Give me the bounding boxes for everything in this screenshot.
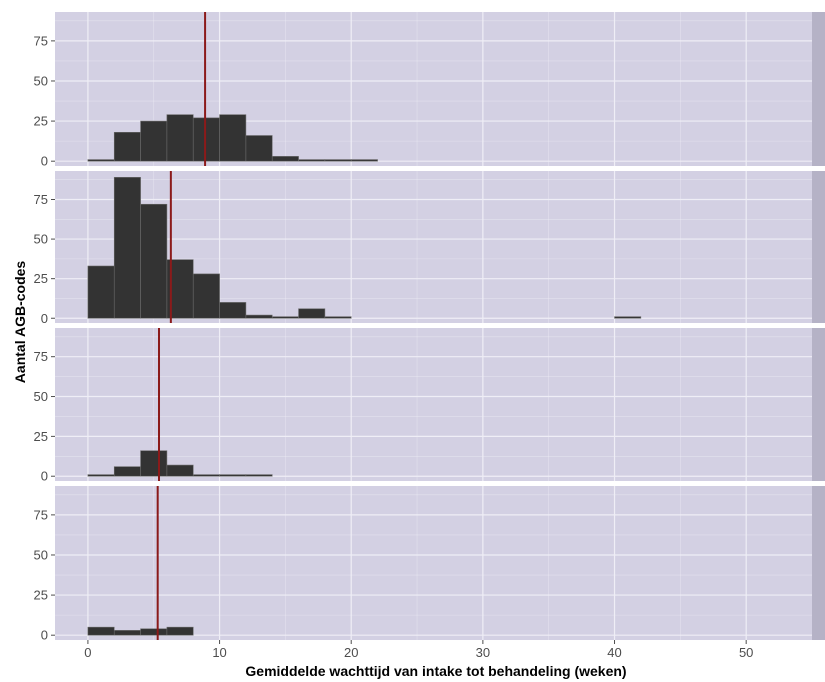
histogram-bar xyxy=(614,316,642,319)
y-tick-label: 25 xyxy=(34,114,48,129)
y-tick-label: 25 xyxy=(34,588,48,603)
y-tick-label: 0 xyxy=(41,469,48,484)
histogram-bar xyxy=(140,450,168,477)
x-tick-label: 0 xyxy=(84,645,91,660)
facet-panel-4: 0 25 50 75 xyxy=(34,486,825,643)
histogram-bar xyxy=(87,159,115,162)
panel-background xyxy=(55,328,812,481)
histogram-bar xyxy=(87,265,115,319)
histogram-bar xyxy=(113,132,141,162)
facet-strip xyxy=(812,171,825,323)
histogram-bar xyxy=(245,474,273,477)
histogram-bar xyxy=(245,314,273,319)
facet-panel-3: 0 25 50 75 xyxy=(34,328,825,484)
histogram-bar xyxy=(192,474,220,477)
y-tick-label: 25 xyxy=(34,429,48,444)
histogram-bar xyxy=(192,273,220,319)
histogram-bar xyxy=(350,159,378,162)
histogram-bar xyxy=(113,177,141,319)
histogram-bar xyxy=(166,114,194,162)
histogram-bar xyxy=(140,203,168,319)
facet-panel-1: 0 25 50 75 xyxy=(34,12,825,169)
histogram-bar xyxy=(192,117,220,162)
x-tick-label: 50 xyxy=(739,645,753,660)
y-tick-label: 0 xyxy=(41,628,48,643)
histogram-bar xyxy=(298,159,326,162)
histogram-bar xyxy=(140,628,168,636)
facet-strip xyxy=(812,486,825,640)
histogram-bar xyxy=(87,474,115,477)
histogram-bar xyxy=(113,630,141,636)
y-tick-label: 0 xyxy=(41,311,48,326)
histogram-bar xyxy=(245,135,273,162)
histogram-bar xyxy=(298,308,326,319)
histogram-bar xyxy=(271,156,299,162)
x-tick-label: 30 xyxy=(476,645,490,660)
y-tick-label: 50 xyxy=(34,389,48,404)
facet-strip xyxy=(812,328,825,481)
histogram-bar xyxy=(324,316,352,319)
histogram-bar xyxy=(219,302,247,319)
facet-strip xyxy=(812,12,825,166)
panel-background xyxy=(55,486,812,640)
histogram-bar xyxy=(166,464,194,477)
y-tick-label: 75 xyxy=(34,507,48,522)
y-tick-label: 50 xyxy=(34,232,48,247)
histogram-bar xyxy=(140,120,168,162)
histogram-bar xyxy=(219,114,247,162)
x-tick-label: 40 xyxy=(607,645,621,660)
y-tick-label: 75 xyxy=(34,349,48,364)
histogram-bar xyxy=(219,474,247,477)
histogram-bar xyxy=(166,626,194,636)
x-tick-label: 20 xyxy=(344,645,358,660)
facet-panel-2: 0 25 50 75 xyxy=(34,171,825,326)
y-tick-label: 50 xyxy=(34,547,48,562)
y-tick-label: 75 xyxy=(34,192,48,207)
x-tick-label: 10 xyxy=(212,645,226,660)
histogram-bar xyxy=(87,626,115,636)
histogram-bar xyxy=(271,316,299,319)
y-tick-label: 25 xyxy=(34,271,48,286)
histogram-bar xyxy=(113,466,141,477)
y-tick-label: 50 xyxy=(34,73,48,88)
y-tick-label: 75 xyxy=(34,33,48,48)
facets-layer: 0 25 50 75 0 25 50 75 0 25 50 75 0 25 50 75 0 10 20 30 40 50 xyxy=(34,12,825,660)
y-axis-title: Aantal AGB-codes xyxy=(12,261,28,384)
histogram-bar xyxy=(324,159,352,162)
x-axis-title: Gemiddelde wachttijd van intake tot beha… xyxy=(245,663,626,679)
y-tick-label: 0 xyxy=(41,154,48,169)
x-axis: 0 10 20 30 40 50 xyxy=(84,640,753,660)
